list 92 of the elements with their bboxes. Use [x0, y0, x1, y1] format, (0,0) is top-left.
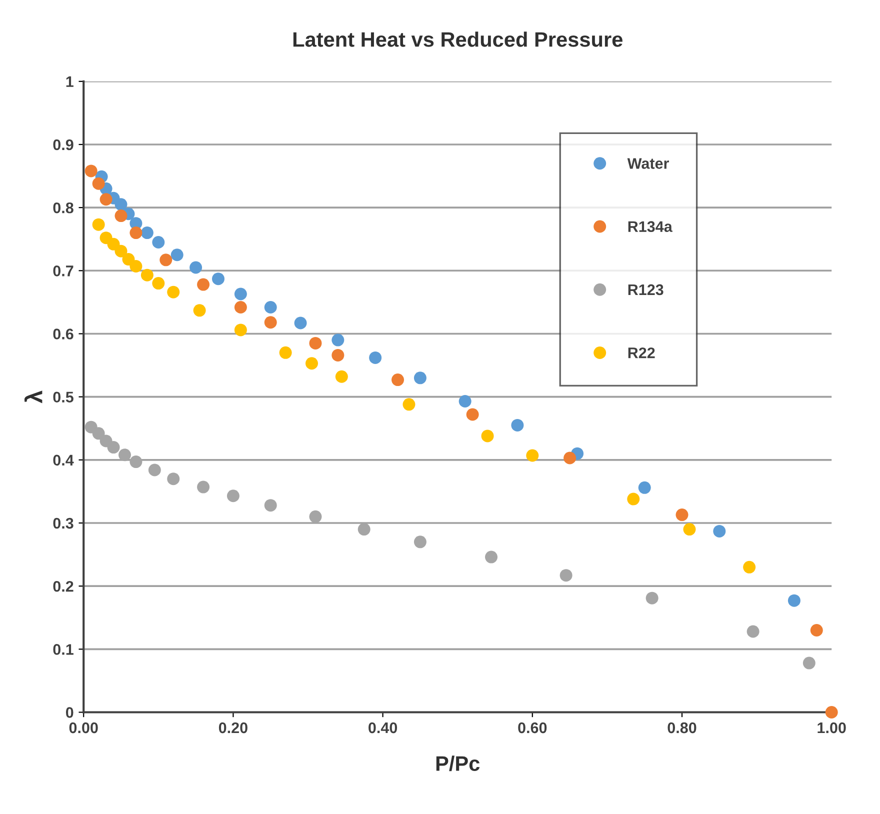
point	[627, 492, 640, 506]
x-axis-title: P/Pc	[436, 756, 480, 772]
point	[114, 210, 128, 222]
point	[485, 550, 498, 564]
point	[402, 398, 416, 411]
legend-label: R22	[628, 347, 655, 358]
point	[369, 351, 382, 364]
point	[114, 244, 128, 258]
point	[234, 324, 247, 336]
point	[114, 198, 128, 211]
x-tick-label: 0.20	[218, 722, 248, 734]
point	[335, 370, 348, 383]
y-tick-label: 0.5	[53, 392, 74, 403]
point	[264, 499, 277, 512]
point	[130, 456, 142, 468]
y-tick-label: 1	[66, 76, 74, 87]
y-tick-label: 0.9	[53, 139, 74, 150]
point	[638, 481, 651, 494]
point	[810, 624, 823, 636]
x-tick-label: 0.40	[368, 722, 398, 734]
y-tick-label: 0.8	[53, 202, 74, 214]
legend-label: R134a	[628, 221, 672, 232]
y-tick-label: 0.4	[53, 454, 74, 466]
point	[264, 316, 277, 329]
point	[152, 277, 165, 290]
y-tick-label: 0.6	[53, 328, 74, 340]
point	[193, 304, 206, 317]
point	[264, 300, 277, 314]
point	[148, 464, 161, 476]
point	[84, 164, 98, 178]
point	[294, 316, 307, 330]
y-tick-label: 0.7	[53, 266, 74, 276]
legend-label: R123	[628, 284, 664, 296]
point	[305, 357, 318, 370]
point	[560, 569, 572, 582]
point	[92, 218, 105, 231]
point	[234, 300, 247, 314]
point	[92, 427, 105, 440]
point	[279, 346, 292, 359]
legend-label: Water	[627, 158, 669, 169]
point	[309, 336, 322, 350]
point	[309, 510, 322, 523]
point	[332, 334, 344, 346]
y-tick-label: 0.2	[53, 580, 74, 592]
y-tick-label: 0.3	[53, 518, 74, 529]
point	[197, 278, 210, 291]
x-tick-label: 0.80	[668, 722, 696, 734]
point	[458, 394, 472, 408]
point	[140, 268, 154, 282]
point	[332, 348, 344, 362]
point	[526, 449, 539, 462]
point	[92, 177, 105, 190]
point	[683, 523, 696, 536]
point	[130, 226, 142, 240]
point	[107, 441, 120, 454]
point	[414, 372, 426, 384]
point	[511, 418, 524, 432]
point	[118, 448, 131, 462]
point	[167, 286, 180, 298]
point	[197, 480, 210, 494]
point	[167, 472, 180, 486]
point	[160, 254, 172, 266]
point	[212, 272, 224, 286]
y-tick-label: 0	[66, 707, 74, 718]
chart-title: Latent Heat vs Reduced Pressure	[293, 32, 622, 47]
y-tick-label: 0.1	[53, 644, 74, 655]
point	[414, 536, 426, 548]
x-tick-label: 1.00	[818, 722, 846, 734]
y-axis-title: λ	[24, 390, 42, 404]
point	[140, 226, 154, 240]
point	[743, 560, 756, 574]
point	[802, 656, 816, 670]
point	[466, 408, 479, 421]
point	[358, 523, 370, 536]
point	[226, 490, 240, 502]
point	[190, 261, 202, 274]
point	[646, 592, 658, 604]
point	[713, 524, 726, 538]
point	[100, 193, 112, 206]
point	[130, 260, 142, 272]
x-tick-label: 0.00	[69, 722, 98, 734]
point	[481, 430, 494, 442]
point	[825, 706, 838, 718]
point	[746, 625, 760, 638]
point	[564, 452, 576, 464]
point	[152, 236, 165, 249]
point	[676, 508, 688, 522]
point	[234, 288, 247, 300]
point	[170, 248, 184, 262]
point	[788, 594, 800, 607]
x-tick-label: 0.60	[518, 722, 547, 734]
point	[392, 374, 404, 386]
